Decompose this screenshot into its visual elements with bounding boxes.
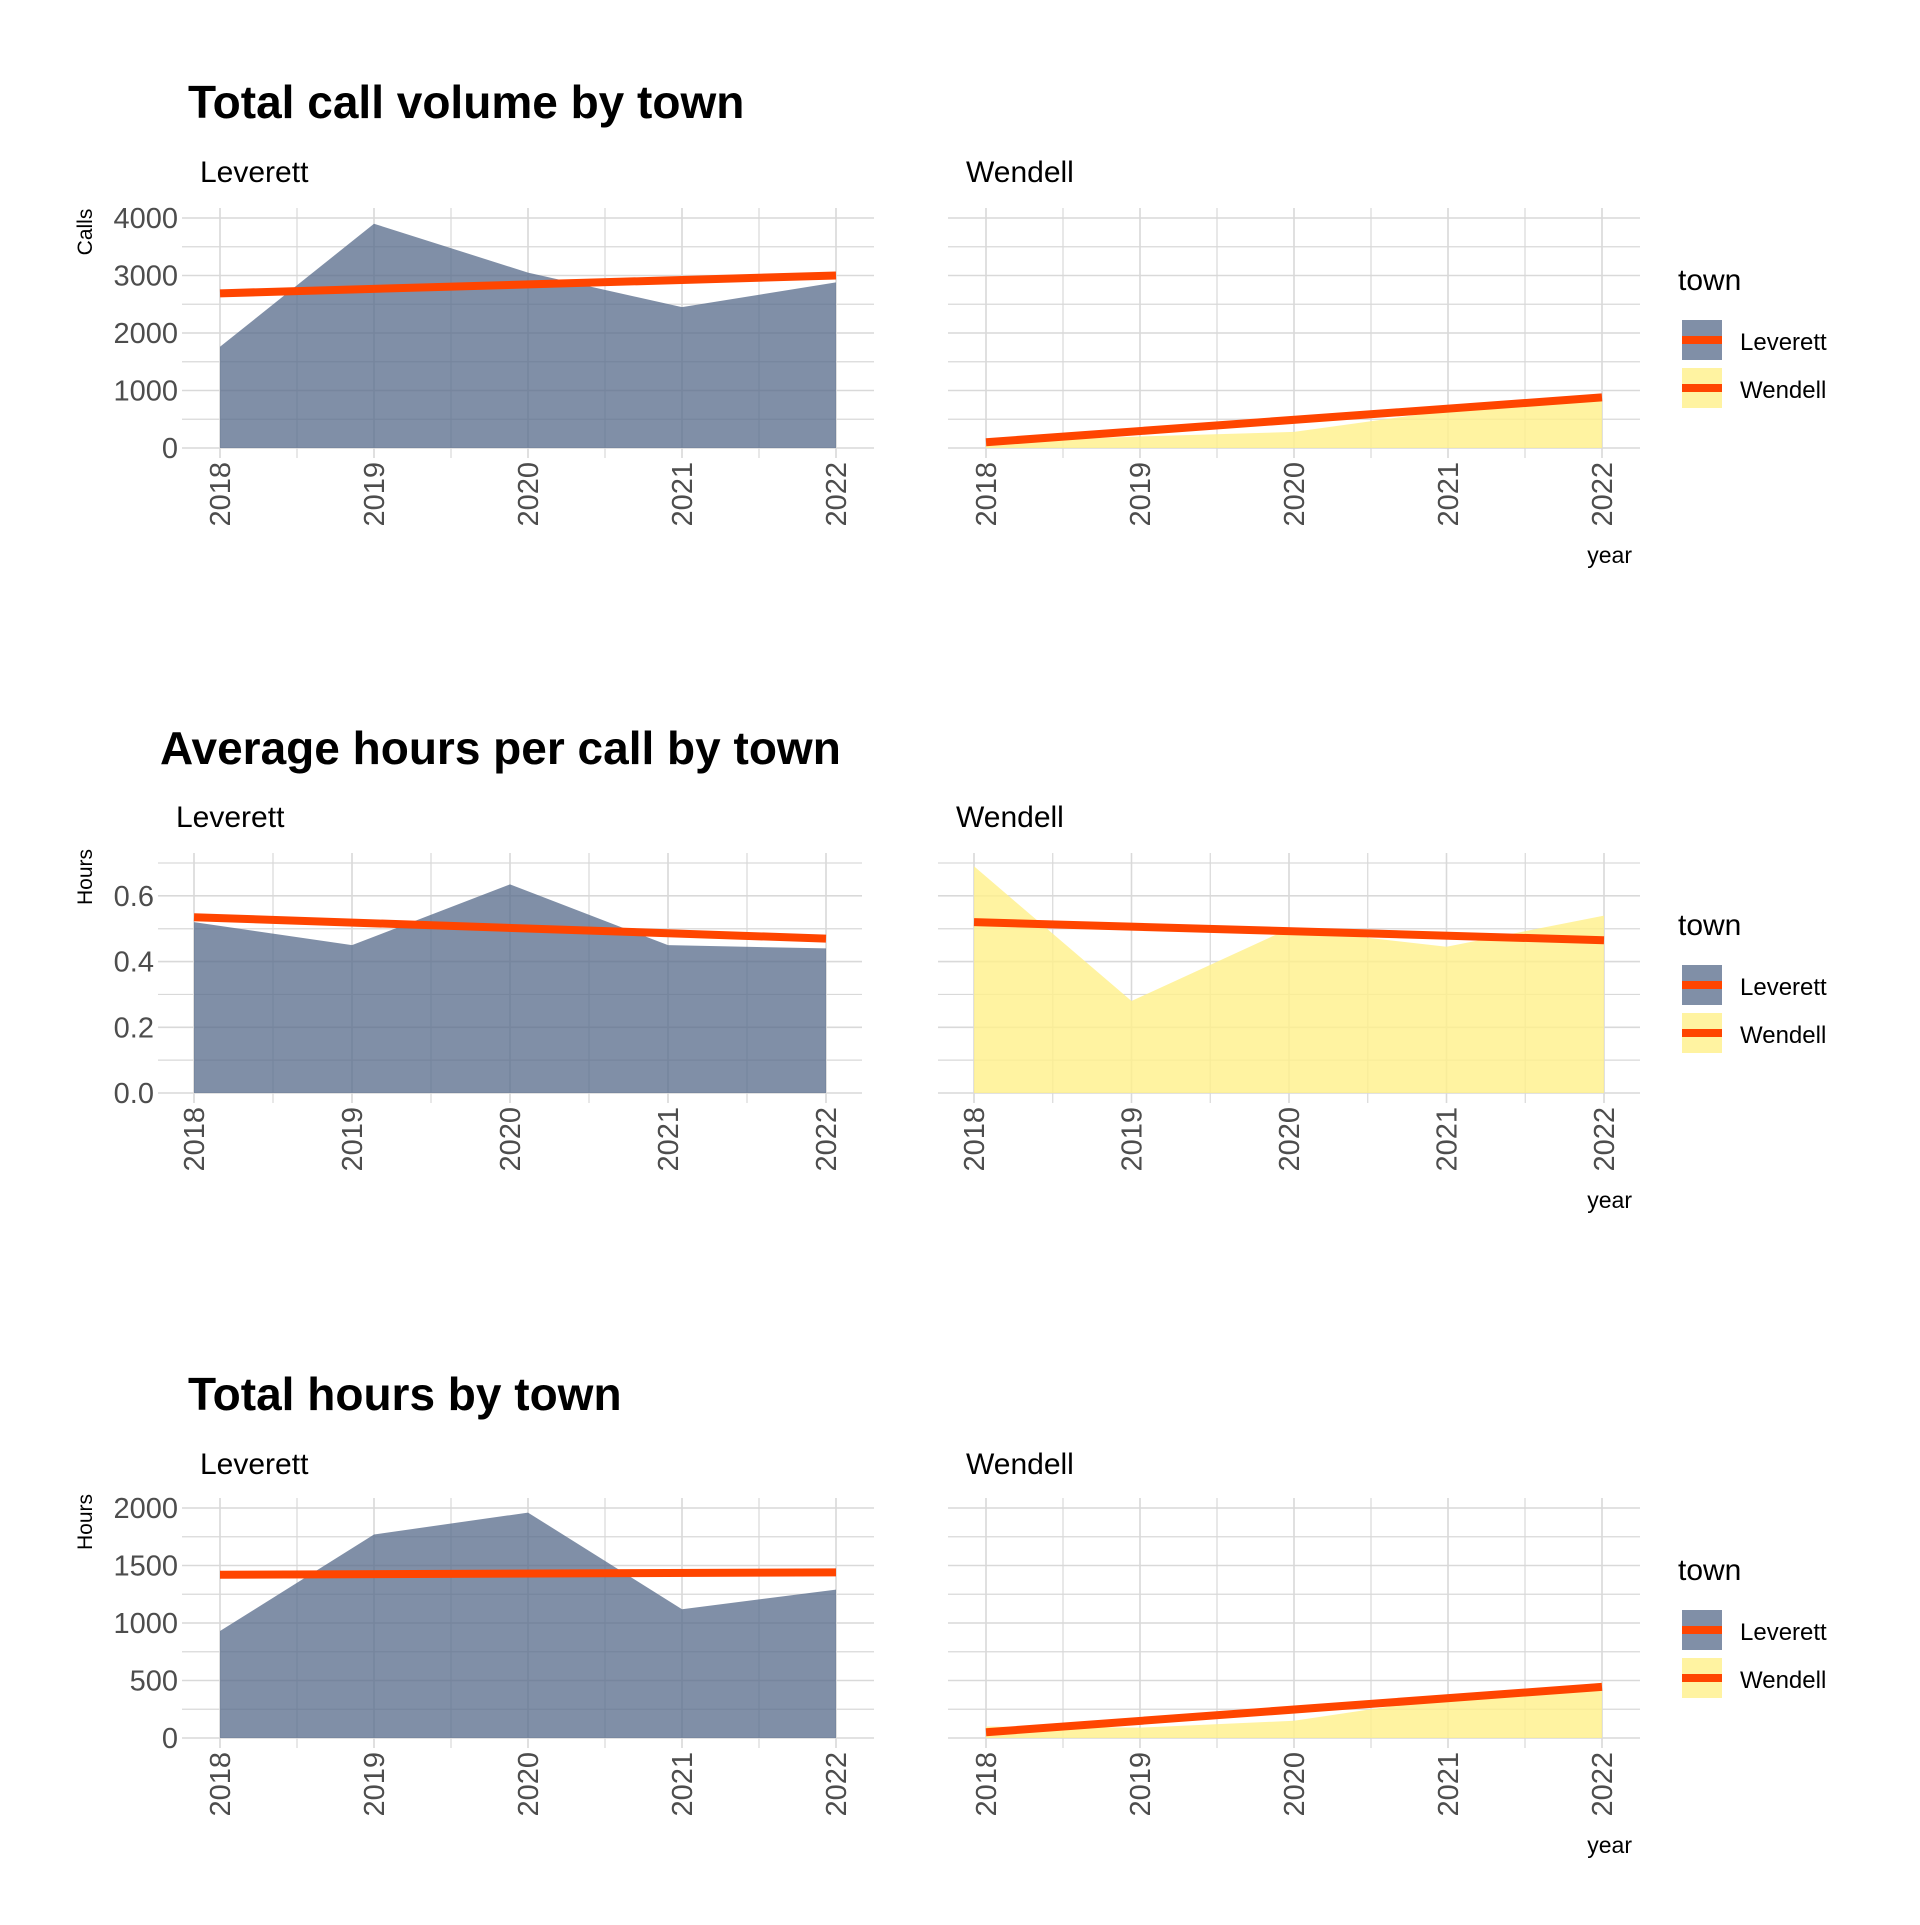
x-tick-label: 2021 bbox=[667, 1752, 699, 1817]
y-axis-label: Hours bbox=[74, 1494, 97, 1550]
legend: town Leverett Wendell bbox=[1678, 909, 1827, 1053]
legend-label: Wendell bbox=[1740, 1022, 1826, 1049]
x-tick-label: 2018 bbox=[959, 1107, 991, 1172]
x-tick-label: 2022 bbox=[821, 1752, 853, 1817]
y-tick-label: 3000 bbox=[113, 261, 178, 293]
x-tick-label: 2022 bbox=[811, 1107, 843, 1172]
facet-strip-label: Wendell bbox=[956, 801, 1064, 834]
y-tick-label: 2000 bbox=[113, 1493, 178, 1525]
x-tick-label: 2022 bbox=[1587, 1752, 1619, 1817]
x-tick-label: 2019 bbox=[359, 1752, 391, 1817]
chart-2: Average hours per call by town Hours Lever… bbox=[74, 722, 1827, 1213]
legend: town Leverett Wendell bbox=[1678, 1554, 1827, 1698]
x-tick-label: 2022 bbox=[821, 462, 853, 527]
x-tick-label: 2019 bbox=[1125, 462, 1157, 527]
x-tick-label: 2020 bbox=[513, 1752, 545, 1817]
area-wendell bbox=[986, 1682, 1602, 1738]
legend-title: town bbox=[1678, 264, 1741, 297]
facet-strip-label: Wendell bbox=[966, 1448, 1074, 1481]
x-tick-label: 2020 bbox=[1279, 462, 1311, 527]
legend-label: Leverett bbox=[1740, 1619, 1827, 1646]
panel-wendell: Wendell 2018 2019 2020 2021 2022 bbox=[948, 156, 1640, 527]
x-tick-label: 2021 bbox=[1433, 1752, 1465, 1817]
y-tick-label: 0.4 bbox=[114, 947, 154, 979]
x-tick-label: 2019 bbox=[359, 462, 391, 527]
x-tick-label: 2018 bbox=[205, 1752, 237, 1817]
x-tick-label: 2020 bbox=[1274, 1107, 1306, 1172]
chart-title: Total hours by town bbox=[188, 1368, 622, 1420]
facet-strip-label: Leverett bbox=[200, 1448, 309, 1481]
x-tick-label: 2020 bbox=[495, 1107, 527, 1172]
legend: town Leverett Wendell bbox=[1678, 264, 1827, 408]
x-axis-label: year bbox=[1587, 542, 1632, 568]
area-wendell bbox=[986, 396, 1602, 448]
x-tick-label: 2022 bbox=[1587, 462, 1619, 527]
panel-wendell: Wendell 2018 2019 2020 2021 2022 bbox=[938, 801, 1640, 1172]
y-tick-label: 0 bbox=[162, 1723, 178, 1755]
y-tick-label: 1500 bbox=[113, 1551, 178, 1583]
x-tick-label: 2020 bbox=[513, 462, 545, 527]
chart-title: Total call volume by town bbox=[188, 76, 744, 128]
legend-title: town bbox=[1678, 1554, 1741, 1587]
legend-label: Leverett bbox=[1740, 974, 1827, 1001]
x-tick-label: 2021 bbox=[667, 462, 699, 527]
chart-title: Average hours per call by town bbox=[160, 722, 841, 774]
x-tick-label: 2018 bbox=[205, 462, 237, 527]
y-tick-label: 500 bbox=[130, 1666, 178, 1698]
trend-line bbox=[985, 1682, 1603, 1737]
legend-label: Wendell bbox=[1740, 1667, 1826, 1694]
x-tick-label: 2021 bbox=[653, 1107, 685, 1172]
trend-line bbox=[985, 393, 1603, 447]
x-tick-label: 2021 bbox=[1432, 1107, 1464, 1172]
legend-title: town bbox=[1678, 909, 1741, 942]
facet-strip-label: Wendell bbox=[966, 156, 1074, 189]
trend-line bbox=[973, 918, 1605, 945]
x-tick-label: 2019 bbox=[1125, 1752, 1157, 1817]
trend-line bbox=[219, 1568, 837, 1579]
x-tick-label: 2018 bbox=[971, 462, 1003, 527]
facet-strip-label: Leverett bbox=[200, 156, 309, 189]
panel-leverett: Leverett 2018 2019 2020 2021 2022 0.0 0.2 0.4 0.6 bbox=[114, 801, 862, 1172]
y-tick-label: 4000 bbox=[113, 203, 178, 235]
area-leverett bbox=[194, 884, 826, 1093]
legend-label: Leverett bbox=[1740, 329, 1827, 356]
x-axis-label: year bbox=[1587, 1832, 1632, 1858]
y-tick-label: 1000 bbox=[113, 376, 178, 408]
panel-wendell: Wendell 2018 2019 2020 2021 2022 bbox=[948, 1448, 1640, 1817]
y-axis-label: Hours bbox=[74, 849, 97, 905]
y-tick-label: 0.0 bbox=[114, 1078, 154, 1110]
chart-3: Total hours by town Hours Leverett 2018 2019… bbox=[74, 1368, 1827, 1858]
legend-label: Wendell bbox=[1740, 377, 1826, 404]
x-tick-label: 2019 bbox=[337, 1107, 369, 1172]
x-tick-label: 2022 bbox=[1589, 1107, 1621, 1172]
x-tick-label: 2019 bbox=[1117, 1107, 1149, 1172]
area-leverett bbox=[220, 223, 836, 448]
area-wendell bbox=[974, 866, 1604, 1093]
trend-line bbox=[219, 271, 837, 298]
x-axis-label: year bbox=[1587, 1187, 1632, 1213]
x-tick-label: 2021 bbox=[1433, 462, 1465, 527]
x-tick-label: 2020 bbox=[1279, 1752, 1311, 1817]
y-tick-label: 2000 bbox=[113, 318, 178, 350]
y-tick-label: 0.6 bbox=[114, 881, 154, 913]
x-tick-label: 2018 bbox=[971, 1752, 1003, 1817]
x-tick-label: 2018 bbox=[179, 1107, 211, 1172]
trend-line bbox=[193, 913, 827, 943]
area-leverett bbox=[220, 1512, 836, 1738]
panel-leverett: Leverett 2018 2019 2020 2021 2022 0 500 1000 1500… bbox=[113, 1448, 874, 1817]
y-tick-label: 0 bbox=[162, 433, 178, 465]
panel-leverett: Leverett 2018 2019 2020 2021 2022 0 1000 2000 300… bbox=[113, 156, 874, 527]
y-tick-label: 1000 bbox=[113, 1608, 178, 1640]
chart-1: Total call volume by town Calls Leverett 20… bbox=[74, 76, 1827, 568]
y-axis-label: Calls bbox=[74, 209, 97, 256]
facet-strip-label: Leverett bbox=[176, 801, 285, 834]
y-tick-label: 0.2 bbox=[114, 1012, 154, 1044]
